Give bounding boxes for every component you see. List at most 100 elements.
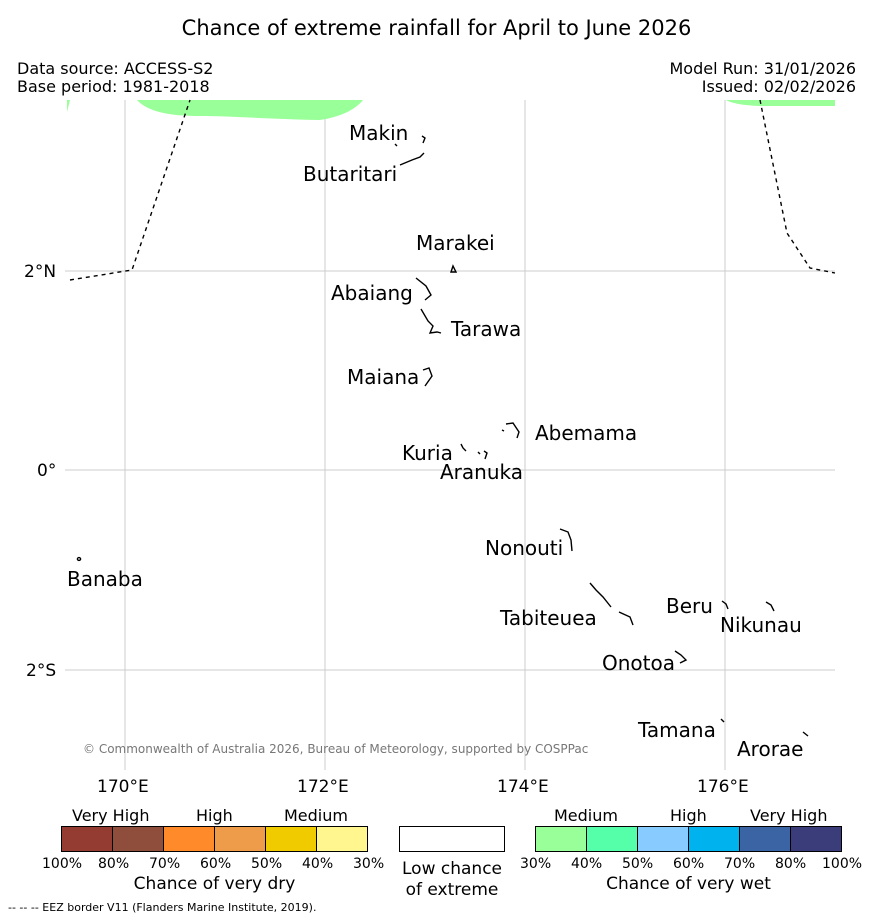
place-label-tabiteuea: Tabiteuea [500, 606, 597, 630]
place-label-kuria: Kuria [402, 441, 453, 465]
island-makin [421, 135, 426, 144]
dry-swatch-4 [215, 827, 266, 851]
dry-swatch-3 [164, 827, 215, 851]
lon-label-170e: 170°E [97, 777, 149, 797]
place-label-nonouti: Nonouti [485, 536, 564, 560]
dry-category-high: High [196, 806, 233, 825]
island-makin-islet [394, 143, 398, 147]
island-beru [721, 600, 729, 610]
wet-tick-100: 100% [822, 856, 863, 872]
wet-colorbar [535, 826, 842, 852]
wet-swatch-4 [689, 827, 740, 851]
place-label-maiana: Maiana [347, 365, 420, 389]
wet-category-medium: Medium [554, 806, 618, 825]
lat-label-2s: 2°S [26, 661, 57, 681]
model-run-label: Model Run: 31/01/2026 [669, 59, 857, 78]
wet-swatch-3 [638, 827, 689, 851]
dry-colorbar [61, 826, 368, 852]
lon-label-176e: 176°E [697, 777, 749, 797]
eez-border-east [759, 99, 836, 274]
eez-border-west [69, 99, 191, 281]
wet-fill-west-edge [67, 100, 70, 112]
wet-fill-north-central [137, 100, 363, 120]
lon-label-174e: 174°E [497, 777, 549, 797]
dry-swatch-1 [62, 827, 113, 851]
base-period-label: Base period: 1981-2018 [17, 77, 210, 96]
wet-tick-30: 30% [520, 856, 552, 872]
dry-tick-30: 30% [353, 856, 385, 872]
island-maiana [422, 367, 433, 387]
place-label-marakei: Marakei [416, 231, 495, 255]
place-label-butaritari: Butaritari [303, 162, 398, 186]
graticule [65, 100, 835, 770]
dry-swatch-5 [266, 827, 317, 851]
island-abemama-islet [501, 429, 505, 432]
wet-category-high: High [670, 806, 707, 825]
lat-label-equator: 0° [37, 461, 57, 481]
wet-category-very-high: Very High [750, 806, 828, 825]
lat-label-2n: 2°N [24, 262, 57, 282]
eez-border [69, 99, 836, 281]
island-nikunau [765, 601, 775, 612]
wet-fill-north-east [726, 100, 835, 106]
dry-caption: Chance of very dry [133, 874, 296, 894]
island-tabiteuea-north [589, 582, 612, 608]
dry-category-very-high: Very High [72, 806, 150, 825]
place-label-aranuka: Aranuka [440, 460, 523, 484]
place-label-arorae: Arorae [737, 737, 804, 761]
low-chance-caption-line1: Low chance [402, 859, 502, 879]
map-title: Chance of extreme rainfall for April to … [181, 16, 692, 40]
island-abemama [505, 422, 520, 439]
island-nonouti [559, 528, 573, 552]
place-label-tarawa: Tarawa [451, 317, 522, 341]
place-label-tamana: Tamana [638, 718, 716, 742]
data-source-label: Data source: ACCESS-S2 [17, 59, 214, 78]
island-outlines [76, 135, 809, 737]
dry-tick-40: 40% [302, 856, 334, 872]
wet-tick-40: 40% [571, 856, 603, 872]
dry-tick-60: 60% [200, 856, 232, 872]
wet-tick-80: 80% [775, 856, 807, 872]
wet-probability-fill [67, 100, 835, 120]
dry-swatch-6 [317, 827, 367, 851]
island-tarawa [420, 308, 442, 334]
dry-tick-100: 100% [42, 856, 83, 872]
place-label-onotoa: Onotoa [602, 651, 675, 675]
copyright-notice: © Commonwealth of Australia 2026, Bureau… [83, 742, 589, 756]
island-kuria [460, 443, 467, 452]
dry-tick-50: 50% [251, 856, 283, 872]
island-onotoa [674, 650, 688, 664]
wet-tick-50: 50% [622, 856, 654, 872]
dry-category-medium: Medium [284, 806, 348, 825]
island-tamana [720, 718, 725, 723]
island-tabiteuea-south [618, 611, 634, 626]
wet-swatch-5 [740, 827, 791, 851]
low-chance-caption-line2: of extreme [405, 880, 499, 900]
dry-tick-70: 70% [149, 856, 181, 872]
low-chance-swatch [399, 826, 505, 852]
island-arorae [802, 731, 809, 737]
place-label-nikunau: Nikunau [720, 613, 802, 637]
wet-swatch-1 [536, 827, 587, 851]
dry-tick-80: 80% [98, 856, 130, 872]
place-label-abemama: Abemama [535, 421, 638, 445]
wet-swatch-6 [791, 827, 841, 851]
wet-caption: Chance of very wet [606, 874, 771, 894]
wet-swatch-2 [587, 827, 638, 851]
island-aranuka [483, 450, 488, 460]
lon-label-172e: 172°E [297, 777, 349, 797]
island-aranuka-islet [477, 451, 481, 455]
place-label-abaiang: Abaiang [331, 281, 413, 305]
place-label-beru: Beru [666, 594, 713, 618]
dry-swatch-2 [113, 827, 164, 851]
place-label-makin: Makin [349, 121, 409, 145]
issued-label: Issued: 02/02/2026 [701, 77, 856, 96]
island-butaritari [399, 152, 425, 166]
eez-footnote: -- -- -- EEZ border V11 (Flanders Marine… [8, 901, 317, 914]
island-marakei [450, 264, 458, 273]
island-banaba [76, 556, 82, 562]
place-label-banaba: Banaba [67, 567, 143, 591]
island-abaiang [415, 277, 432, 301]
wet-tick-70: 70% [724, 856, 756, 872]
